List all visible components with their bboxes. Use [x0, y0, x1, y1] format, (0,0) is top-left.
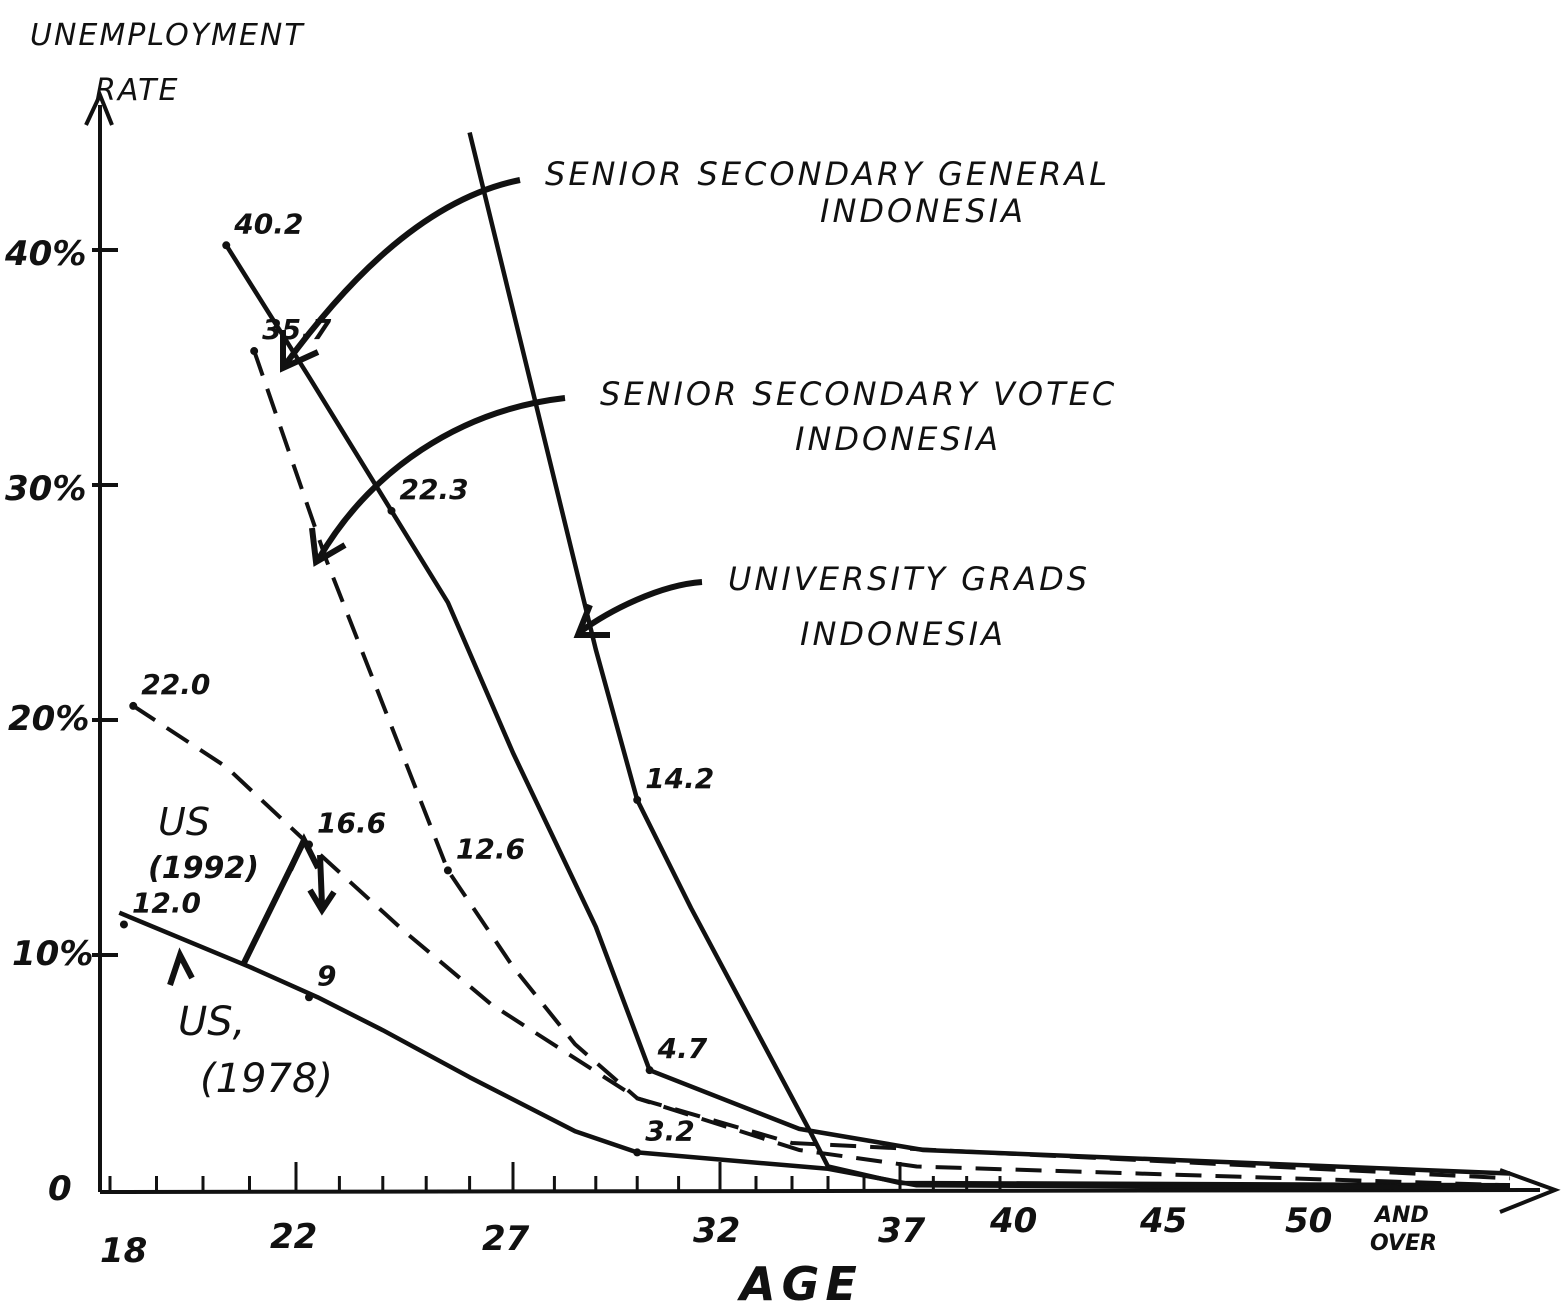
annotation-university-line2: INDONESIA — [800, 615, 1006, 653]
x-tick-label-27: 27 — [482, 1219, 530, 1259]
annotation-university-line1: UNIVERSITY GRADS — [728, 560, 1090, 598]
x-tick-label-45: 45 — [1139, 1201, 1187, 1241]
x-tick-label-50: 50 — [1285, 1201, 1332, 1241]
data-point-2-1 — [443, 866, 452, 875]
series-line-4 — [118, 910, 1511, 1190]
y-axis-title-line1: UNEMPLOYMENT — [30, 18, 305, 53]
x-tick-label-22: 22 — [270, 1217, 317, 1257]
annotation-senior-votec-line1: SENIOR SECONDARY VOTEC — [600, 375, 1117, 413]
x-tick-label-and: AND — [1373, 1203, 1429, 1228]
y-tick-label-10: 10% — [12, 934, 93, 974]
x-tick-label-18: 18 — [100, 1231, 147, 1271]
data-label-1-0: 40.2 — [233, 207, 303, 240]
data-label-2-0: 35.7 — [262, 313, 332, 346]
x-axis-arrow — [1499, 1168, 1561, 1214]
data-label-4-0: 12.0 — [132, 886, 201, 919]
annotation-senior-general-line1: SENIOR SECONDARY GENERAL — [545, 155, 1110, 193]
data-point-1-2 — [645, 1066, 654, 1075]
data-point-1-0 — [222, 241, 231, 250]
annotation-us-1978-line2: (1978) — [200, 1056, 333, 1102]
x-tick-label-over: OVER — [1370, 1231, 1437, 1256]
annotation-us-1978-line1: US, — [178, 999, 245, 1045]
data-point-2-0 — [250, 347, 259, 356]
y-axis-arrow — [84, 89, 114, 126]
y-tick-label-30: 30% — [5, 469, 86, 509]
x-tick-label-37: 37 — [878, 1211, 926, 1251]
series-line-3 — [132, 704, 1511, 1181]
arrow-senior-votec-head — [309, 527, 347, 567]
data-label-4-1: 9 — [317, 959, 336, 992]
arrow-university — [578, 579, 703, 635]
data-label-0-0: 14.2 — [645, 762, 714, 795]
y-axis-title-line2: RATE — [95, 73, 179, 108]
y-tick-label-20: 20% — [8, 699, 89, 739]
series-layer — [118, 131, 1511, 1190]
arrow-senior-general-head — [280, 330, 320, 373]
data-point-4-2 — [633, 1148, 642, 1157]
series-line-1 — [224, 244, 1511, 1176]
y-tick-label-0: 0 — [48, 1169, 72, 1209]
annotation-us-1992-line2: (1992) — [148, 851, 259, 886]
annotation-senior-votec-line2: INDONESIA — [795, 420, 1001, 458]
axis-ticks — [92, 248, 1002, 1190]
x-axis — [99, 1188, 1541, 1194]
data-point-4-0 — [119, 920, 128, 929]
annotation-senior-general-line2: INDONESIA — [820, 192, 1026, 230]
data-point-1-1 — [387, 506, 396, 515]
series-line-2 — [252, 350, 1511, 1188]
data-label-1-2: 4.7 — [657, 1032, 708, 1065]
x-tick-label-40: 40 — [989, 1201, 1037, 1241]
series-line-0 — [467, 131, 1511, 1188]
data-point-3-0 — [129, 701, 138, 710]
data-label-3-0: 22.0 — [141, 668, 210, 701]
arrow-us-1978 — [167, 947, 195, 986]
annotation-us-1992-line1: US — [158, 800, 210, 844]
x-tick-label-32: 32 — [693, 1211, 740, 1251]
data-point-0-0 — [633, 795, 642, 804]
arrow-senior-votec — [315, 395, 566, 562]
arrow-us-1992-double — [307, 854, 337, 916]
data-label-2-1: 12.6 — [456, 832, 525, 865]
data-label-3-1: 16.6 — [317, 807, 386, 840]
data-point-4-1 — [305, 993, 314, 1002]
x-axis-title: AGE — [737, 1257, 863, 1308]
arrow-us-1992-head — [287, 833, 321, 872]
data-label-4-2: 3.2 — [645, 1114, 695, 1147]
data-point-3-1 — [305, 840, 314, 849]
data-label-1-1: 22.3 — [399, 473, 468, 506]
y-tick-label-40: 40% — [4, 234, 86, 274]
data-labels-layer: 14.2 40.2 22.3 4.7 35.7 12.6 22.0 16.6 12.0 9 3.2 — [132, 207, 714, 1147]
